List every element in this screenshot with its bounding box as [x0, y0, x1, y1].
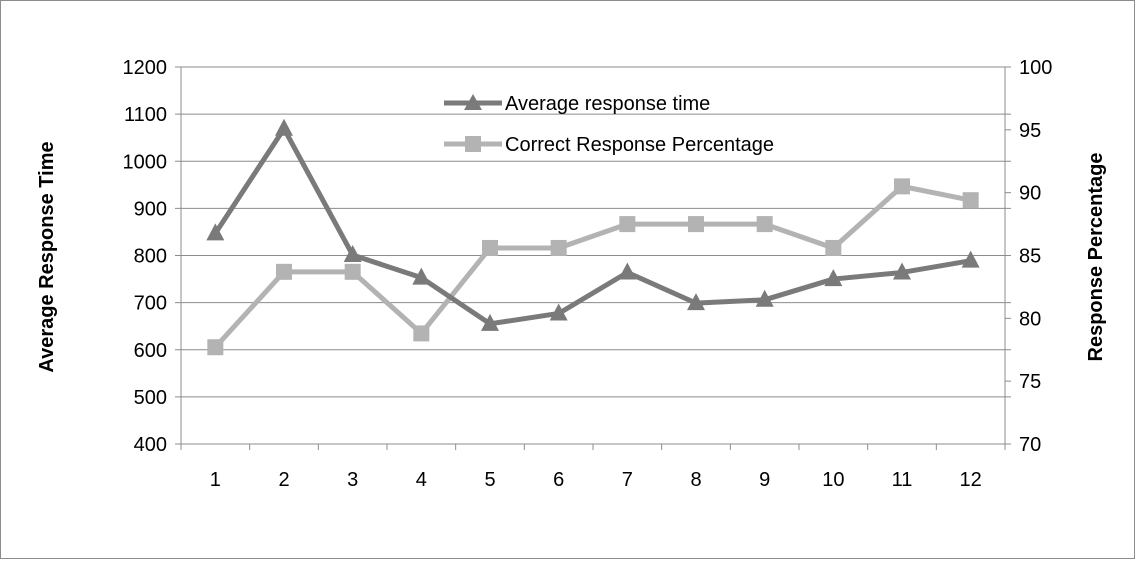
x-tick-label: 4 [416, 469, 427, 491]
data-point-triangle [893, 262, 911, 280]
data-point-triangle [755, 289, 774, 307]
data-point-triangle [481, 313, 499, 331]
axes [180, 66, 1011, 450]
y2-tick-label: 85 [1019, 246, 1041, 268]
data-point-square [962, 192, 979, 209]
data-point-square [413, 325, 430, 342]
y2-axis-tick-labels: 70 75 80 85 90 95 100 [1019, 57, 1052, 456]
x-tick-label: 10 [822, 469, 844, 491]
x-tick-label: 11 [892, 469, 913, 491]
data-point-triangle [961, 250, 980, 268]
data-point-triangle [206, 223, 225, 241]
y2-tick-label: 70 [1019, 434, 1041, 456]
x-tick-label: 7 [622, 469, 633, 491]
x-tick-label: 2 [278, 469, 289, 491]
x-tick-label: 12 [960, 469, 982, 491]
data-point-triangle [618, 262, 637, 280]
y-tick-label: 900 [134, 198, 167, 220]
y-tick-label: 800 [134, 246, 167, 268]
x-tick-label: 3 [347, 469, 358, 491]
legend: Average response time Correct Response P… [444, 93, 774, 156]
y2-tick-label: 95 [1019, 120, 1041, 142]
x-tick-label: 5 [484, 469, 495, 491]
legend-label-average-response-time: Average response time [505, 93, 710, 115]
data-point-square [207, 339, 224, 356]
y-tick-label: 1100 [124, 104, 167, 126]
y-tick-label: 600 [134, 340, 167, 362]
x-tick-label: 1 [210, 469, 221, 491]
series-line-average-response-time [213, 126, 972, 327]
y2-axis-title: Response Percentage [1085, 153, 1107, 362]
data-point-triangle [824, 269, 843, 287]
legend-item-correct-response-percentage: Correct Response Percentage [444, 134, 774, 156]
y-tick-label: 1200 [123, 57, 168, 79]
data-point-square [825, 239, 842, 256]
y-tick-label: 400 [134, 434, 167, 456]
legend-label-correct-response-percentage: Correct Response Percentage [505, 134, 774, 156]
y-tick-label: 700 [134, 293, 167, 315]
legend-triangle-marker [464, 94, 482, 110]
y2-tick-label: 100 [1019, 57, 1052, 79]
x-axis-tick-labels: 1 2 3 4 5 6 7 8 9 10 11 12 [210, 469, 982, 491]
data-point-square [276, 263, 292, 280]
series [206, 118, 980, 356]
data-point-triangle [275, 118, 293, 136]
y2-tick-label: 90 [1019, 183, 1041, 205]
data-point-square [550, 239, 567, 256]
data-point-triangle [687, 293, 705, 311]
data-point-square [619, 216, 636, 233]
data-point-square [756, 216, 773, 233]
series-line-correct-response-percentage [213, 183, 972, 349]
x-tick-label: 6 [553, 469, 564, 491]
y-axis-tick-labels: 400 500 600 700 800 900 1000 1100 1200 [123, 57, 168, 456]
y-axis-title: Average Response Time [36, 141, 58, 372]
data-point-square [344, 263, 361, 280]
data-point-triangle [343, 245, 362, 263]
data-point-triangle [549, 303, 568, 321]
gridlines [175, 66, 1011, 445]
data-point-square [894, 178, 910, 195]
data-point-square [482, 239, 498, 256]
y-tick-label: 500 [134, 387, 167, 409]
y2-tick-label: 75 [1019, 371, 1041, 393]
legend-item-average-response-time: Average response time [444, 93, 710, 115]
x-tick-label: 9 [759, 469, 770, 491]
legend-square-marker [465, 136, 481, 152]
data-point-square [688, 216, 704, 233]
y-tick-label: 1000 [123, 151, 168, 173]
x-tick-label: 8 [690, 469, 701, 491]
y2-tick-label: 80 [1019, 308, 1041, 330]
data-point-triangle [412, 267, 431, 285]
